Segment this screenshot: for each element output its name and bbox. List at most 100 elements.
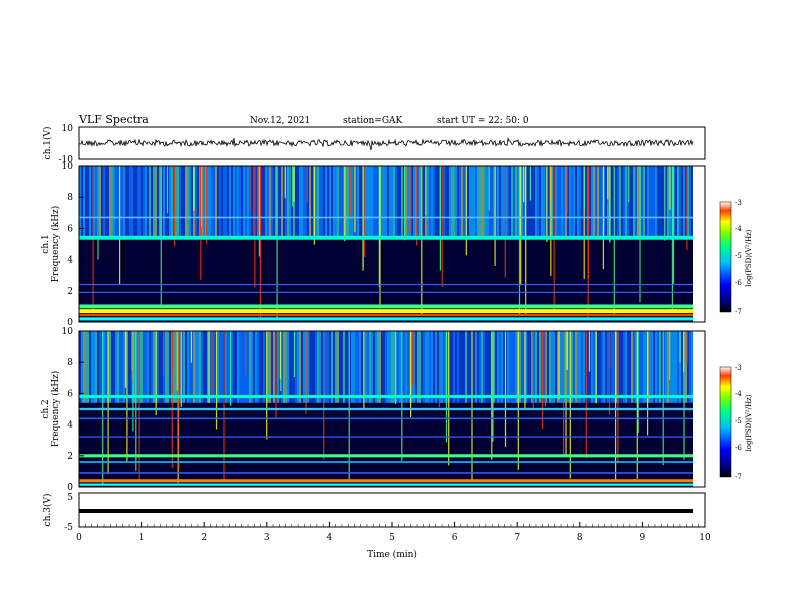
ytick-label: 2: [67, 287, 73, 297]
sferic-line: [595, 331, 597, 404]
spectrogram-column: [171, 166, 173, 238]
spectrogram-column: [431, 331, 433, 403]
ch1-spec-ylabel-frequency: Frequency (kHz): [50, 206, 61, 283]
spectrogram-column: [185, 166, 187, 238]
sferic-line: [135, 331, 137, 471]
spectrogram-column: [651, 166, 653, 238]
sferic-line: [230, 331, 232, 406]
ch1-waveform-panel: 10 -10 ch.1(V): [42, 124, 706, 165]
sferic-line: [679, 331, 681, 363]
spectrogram-column: [353, 166, 355, 238]
spectrogram-column: [679, 166, 681, 238]
xtick-label: 7: [514, 533, 520, 543]
spectrogram-column: [193, 331, 195, 403]
spectrogram-column: [321, 166, 323, 238]
spectrogram-column: [653, 166, 655, 238]
sferic-line: [566, 331, 568, 371]
spectrogram-column: [387, 166, 389, 238]
spectrogram-column: [459, 331, 461, 403]
spectrogram-column: [543, 331, 545, 403]
spectrogram-column: [481, 166, 483, 238]
sferic-line: [223, 331, 225, 483]
spectrogram-column: [513, 331, 515, 403]
spectrogram-column: [665, 331, 667, 403]
spectrogram-column: [589, 166, 591, 238]
spectrogram-column: [627, 331, 629, 403]
spectrogram-column: [275, 166, 277, 238]
spectrogram-column: [475, 331, 477, 403]
spectrogram-column: [329, 331, 331, 403]
spectrogram-column: [577, 331, 579, 403]
spectrogram-column: [383, 331, 385, 403]
spectrogram-column: [511, 331, 513, 403]
sferic-line: [523, 166, 525, 203]
spectrogram-column: [509, 166, 511, 238]
spectrogram-column: [265, 331, 267, 403]
sferic-line: [669, 331, 671, 380]
spectrogram-column: [93, 331, 95, 403]
spectrogram-column: [585, 166, 587, 238]
spectrogram-column: [403, 331, 405, 403]
spectrogram-column: [671, 331, 673, 403]
spectrogram-column: [369, 166, 371, 238]
xtick-label: 6: [452, 533, 458, 543]
spectrogram-column: [99, 331, 101, 403]
sferic-line: [546, 166, 548, 242]
spectrogram-column: [207, 166, 209, 238]
spectrogram-column: [151, 331, 153, 403]
sferic-line: [119, 166, 121, 285]
spectrogram-column: [427, 166, 429, 238]
spectrogram-column: [545, 166, 547, 238]
spectrogram-column: [115, 166, 117, 238]
spectrogram-column: [453, 331, 455, 403]
sferic-line: [441, 166, 443, 287]
sferic-line: [155, 331, 157, 416]
sferic-line: [259, 166, 261, 319]
spectrogram-column: [443, 166, 445, 238]
sferic-line: [607, 166, 609, 200]
sferic-line: [494, 166, 496, 266]
spectrogram-column: [221, 166, 223, 238]
spectrogram-column: [239, 331, 241, 403]
spectrogram-column: [231, 166, 233, 238]
spectrogram-column: [109, 331, 111, 403]
frequency-band: [79, 313, 693, 317]
spectrogram-column: [357, 166, 359, 238]
spectrogram-column: [287, 166, 289, 238]
spectrogram-column: [113, 331, 115, 403]
spectrogram-column: [143, 331, 145, 403]
xtick-label: 10: [699, 533, 711, 543]
spectrogram-column: [581, 166, 583, 238]
spectrogram-column: [485, 331, 487, 403]
spectrogram-column: [79, 166, 81, 238]
spectrogram-column: [547, 166, 549, 238]
spectrogram-column: [601, 331, 603, 403]
sferic-line: [306, 166, 308, 203]
spectrogram-column: [419, 331, 421, 403]
spectrogram-column: [539, 331, 541, 403]
spectrogram-column: [475, 166, 477, 238]
spectrogram-column: [467, 166, 469, 238]
spectrogram-column: [635, 166, 637, 238]
spectrogram-column: [149, 166, 151, 238]
spectrogram-column: [397, 166, 399, 238]
spectrogram-column: [503, 331, 505, 403]
spectrogram-column: [183, 331, 185, 403]
spectrogram-column: [691, 331, 693, 403]
sferic-line: [245, 331, 247, 376]
spectrogram-column: [429, 166, 431, 238]
sferic-line: [636, 331, 638, 479]
spectrogram-column: [195, 166, 197, 238]
spectrogram-column: [175, 331, 177, 403]
spectrogram-column: [513, 166, 515, 238]
spectrogram-column: [173, 331, 175, 403]
spectrogram-column: [313, 331, 315, 403]
ch2-colorbar-label: log(PSD)(V²/Hz): [745, 394, 753, 451]
sferic-line: [541, 331, 544, 430]
spectrogram-column: [355, 166, 357, 238]
sferic-line: [410, 166, 412, 233]
ch2-colorbar-gradient: [719, 366, 732, 478]
spectrogram-column: [269, 331, 271, 403]
frequency-band: [79, 472, 693, 474]
spectrogram-column: [587, 331, 589, 403]
